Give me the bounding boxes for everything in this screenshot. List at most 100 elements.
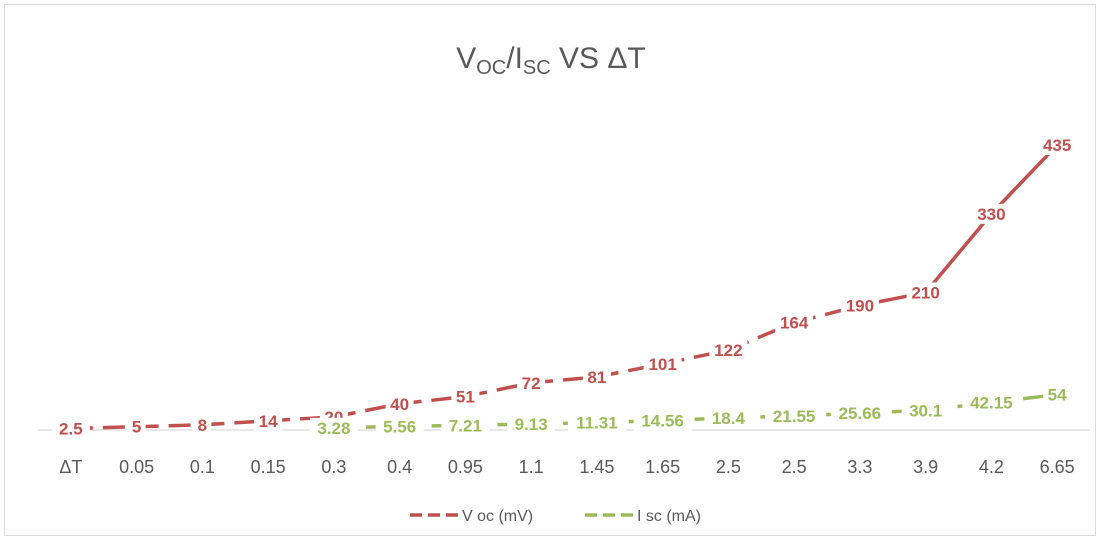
data-label: 330	[972, 203, 1011, 224]
data-label-text: 101	[648, 355, 676, 374]
data-label-background	[906, 282, 945, 303]
legend-label: I sc (mA)	[637, 508, 701, 525]
data-label-text: 21.55	[773, 407, 816, 426]
data-label-text: 9.13	[515, 415, 548, 434]
data-label: 14.56	[633, 410, 692, 431]
data-label-text: 81	[587, 368, 606, 387]
data-label: 8	[193, 414, 212, 435]
data-label-text: 40	[390, 395, 409, 414]
data-label: 2.5	[51, 418, 90, 439]
data-label: 7.21	[441, 415, 490, 436]
data-label: 164	[775, 312, 814, 333]
data-label-background	[309, 417, 358, 438]
x-tick-label: 6.65	[1040, 457, 1075, 477]
data-label-background	[193, 414, 212, 435]
x-tick-label: 0.4	[387, 457, 412, 477]
data-label: 9.13	[507, 414, 556, 435]
legend-item: V oc (mV)	[410, 508, 533, 525]
x-tick-label: 2.5	[782, 457, 807, 477]
data-label: 42.15	[962, 392, 1021, 413]
legend-label: V oc (mV)	[462, 508, 533, 525]
data-label: 72	[517, 372, 546, 393]
data-label-text: 435	[1043, 136, 1071, 155]
title-subscript: SC	[523, 57, 551, 79]
data-label-text: 30.1	[909, 401, 942, 420]
data-label: 30.1	[901, 400, 950, 421]
series-segment	[136, 423, 203, 429]
data-label: 21.55	[765, 405, 824, 426]
data-label: 81	[582, 366, 611, 387]
x-tick-label: 0.3	[321, 457, 346, 477]
data-label-text: 190	[846, 297, 874, 316]
data-label-text: 14.56	[641, 411, 684, 430]
data-label-background	[507, 414, 556, 435]
data-label-text: 5	[132, 418, 141, 437]
legend: V oc (mV) I sc (mA)	[410, 508, 701, 525]
x-tick-label: 2.5	[716, 457, 741, 477]
data-label-background	[709, 340, 748, 361]
data-label-background	[127, 416, 146, 437]
chart-title-text: VOC/ISC VS ΔT	[456, 42, 646, 79]
data-label-text: 54	[1048, 386, 1067, 405]
data-label: 5.56	[375, 416, 424, 437]
data-label-text: 5.56	[383, 417, 416, 436]
data-label: 435	[1038, 135, 1077, 156]
x-tick-label: 4.2	[979, 457, 1004, 477]
data-label-background	[582, 366, 611, 387]
data-label: 18.4	[704, 407, 753, 428]
data-label: 25.66	[830, 403, 889, 424]
data-label-text: 72	[522, 374, 541, 393]
data-label-background	[643, 353, 682, 374]
data-label-text: 42.15	[970, 393, 1013, 412]
data-label: 54	[1043, 384, 1072, 405]
x-axis-ticks: ΔT 0.05 0.1 0.15 0.3 0.4 0.95 1.1 1.45 1.65 2.5 2.5…	[59, 457, 1074, 477]
data-label-text: 18.4	[712, 409, 746, 428]
title-subscript: OC	[476, 57, 506, 79]
data-label: 122	[709, 340, 748, 361]
data-label-background	[51, 418, 90, 439]
data-label-text: 330	[977, 205, 1005, 224]
data-label-text: 3.28	[317, 419, 350, 438]
x-tick-label: 1.65	[645, 457, 680, 477]
data-label-text: 14	[259, 412, 278, 431]
x-tick-label: 0.05	[119, 457, 154, 477]
data-label-text: 11.31	[576, 414, 618, 433]
series-segment	[924, 212, 993, 294]
data-label-background	[385, 393, 414, 414]
legend-item: I sc (mA)	[585, 508, 701, 525]
data-label-text: 210	[911, 283, 939, 302]
chart-frame	[4, 4, 1096, 536]
data-label-text: 51	[456, 388, 475, 407]
data-label-background	[633, 410, 692, 431]
x-tick-label: ΔT	[59, 457, 82, 477]
data-label-background	[567, 412, 626, 433]
data-label: 51	[451, 386, 480, 407]
data-label-background	[1038, 135, 1077, 156]
data-label-text: 122	[714, 341, 742, 360]
data-label: 5	[127, 416, 146, 437]
data-label-background	[765, 405, 824, 426]
data-label: 210	[906, 282, 945, 303]
data-label-background	[517, 372, 546, 393]
series-segment	[202, 419, 269, 427]
data-label-text: 7.21	[449, 416, 482, 435]
data-label: 190	[840, 295, 879, 316]
data-label-background	[962, 392, 1021, 413]
data-label: 14	[254, 410, 283, 431]
x-tick-label: 3.3	[847, 457, 872, 477]
chart-title: VOC/ISC VS ΔT	[456, 42, 646, 79]
data-label: 11.31	[567, 412, 626, 433]
data-label-background	[441, 415, 490, 436]
data-label-background	[1043, 384, 1072, 405]
series-segment	[990, 143, 1059, 216]
x-tick-label: 0.15	[251, 457, 286, 477]
data-label-background	[830, 403, 889, 424]
x-tick-label: 3.9	[913, 457, 938, 477]
data-label-background	[375, 416, 424, 437]
data-label-background	[254, 410, 283, 431]
data-label: 101	[643, 353, 682, 374]
x-tick-label: 1.45	[579, 457, 614, 477]
title-part: /I	[506, 42, 523, 75]
